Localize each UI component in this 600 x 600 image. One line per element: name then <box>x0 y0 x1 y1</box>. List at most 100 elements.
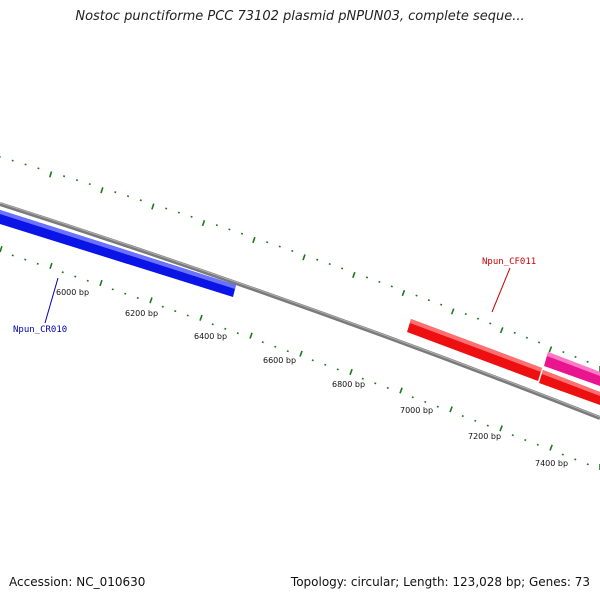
minor-tick <box>215 224 218 227</box>
minor-tick <box>374 382 377 385</box>
scale-label: 6000 bp <box>56 288 89 297</box>
major-tick <box>249 332 253 339</box>
minor-tick <box>174 310 177 313</box>
major-tick <box>199 314 203 321</box>
major-tick <box>49 262 53 270</box>
minor-tick <box>486 424 489 427</box>
minor-tick <box>511 434 514 437</box>
minor-tick <box>286 350 289 353</box>
minor-tick <box>186 314 189 317</box>
major-tick <box>149 297 153 304</box>
minor-tick <box>86 279 89 282</box>
outer-tick-track <box>0 156 600 372</box>
minor-tick <box>378 280 381 283</box>
minor-tick <box>324 363 327 366</box>
major-tick <box>201 219 206 227</box>
minor-tick <box>316 258 319 261</box>
minor-tick <box>461 415 464 418</box>
gene-npun-cr010[interactable] <box>0 210 236 297</box>
gene-npun-cf011[interactable] <box>407 319 542 381</box>
major-tick <box>49 171 53 178</box>
minor-tick <box>61 271 64 274</box>
major-tick <box>349 368 353 376</box>
major-tick <box>549 444 553 451</box>
minor-tick <box>278 245 281 248</box>
major-tick <box>299 350 303 357</box>
scale-tick-track <box>0 246 600 470</box>
minor-tick <box>424 400 427 404</box>
minor-tick <box>464 312 467 316</box>
minor-tick <box>261 341 264 344</box>
minor-tick <box>562 351 565 354</box>
minor-tick <box>427 299 430 302</box>
major-tick <box>499 327 504 334</box>
minor-tick <box>341 267 344 270</box>
minor-tick <box>311 359 314 362</box>
major-tick <box>100 187 104 194</box>
minor-tick <box>361 377 364 380</box>
minor-tick <box>537 341 541 344</box>
map-title: Nostoc punctiforme PCC 73102 plasmid pNP… <box>75 9 525 24</box>
gene-label-npun-cr010[interactable]: Npun_CR010 <box>13 325 67 335</box>
major-tick <box>151 203 155 210</box>
major-tick <box>499 425 503 432</box>
minor-tick <box>161 305 164 308</box>
leader-npun-cf011 <box>491 267 511 313</box>
major-tick <box>450 308 455 315</box>
plasmid-backbone <box>0 202 600 420</box>
minor-tick <box>415 294 418 297</box>
minor-tick <box>586 360 589 363</box>
minor-tick <box>240 232 244 235</box>
minor-tick <box>291 249 294 252</box>
minor-tick <box>328 262 331 266</box>
minor-tick <box>124 292 127 295</box>
minor-tick <box>190 215 193 218</box>
major-tick <box>302 254 306 261</box>
minor-tick <box>574 458 577 461</box>
minor-tick <box>136 296 139 300</box>
leader-npun-cr010 <box>44 277 59 324</box>
minor-tick <box>476 317 480 320</box>
scale-label: 6200 bp <box>125 309 158 318</box>
gene-pink[interactable] <box>544 352 600 386</box>
minor-tick <box>386 386 389 389</box>
minor-tick <box>436 405 439 408</box>
minor-tick <box>24 258 27 261</box>
minor-tick <box>513 331 516 334</box>
minor-tick <box>474 419 477 422</box>
minor-tick <box>211 323 214 326</box>
scale-label: 6600 bp <box>263 356 296 365</box>
minor-tick <box>365 276 369 279</box>
scale-label: 7200 bp <box>468 432 501 441</box>
major-tick <box>449 406 453 413</box>
minor-tick <box>266 241 269 244</box>
scale-label: 6400 bp <box>194 332 227 341</box>
topology-summary: Topology: circular; Length: 123,028 bp; … <box>290 575 590 589</box>
major-tick <box>352 271 356 279</box>
minor-tick <box>390 285 393 288</box>
gene-red-2[interactable] <box>539 370 600 405</box>
major-tick <box>252 236 256 244</box>
scale-label: 7000 bp <box>400 406 433 415</box>
major-tick <box>548 346 553 353</box>
minor-tick <box>236 332 239 335</box>
minor-tick <box>574 355 577 359</box>
minor-tick <box>536 443 539 446</box>
minor-tick <box>411 396 414 399</box>
scale-label: 7400 bp <box>535 459 568 468</box>
minor-tick <box>74 275 77 278</box>
minor-tick <box>36 262 39 265</box>
minor-tick <box>224 327 227 330</box>
minor-tick <box>274 345 277 348</box>
minor-tick <box>11 254 14 257</box>
minor-tick <box>111 288 114 291</box>
minor-tick <box>440 303 443 306</box>
major-tick <box>401 289 406 297</box>
minor-tick <box>525 336 529 339</box>
minor-tick <box>336 368 339 371</box>
gene-label-npun-cf011[interactable]: Npun_CF011 <box>482 257 536 267</box>
minor-tick <box>561 453 564 456</box>
accession-text: Accession: NC_010630 <box>9 575 146 589</box>
major-tick <box>399 387 403 394</box>
